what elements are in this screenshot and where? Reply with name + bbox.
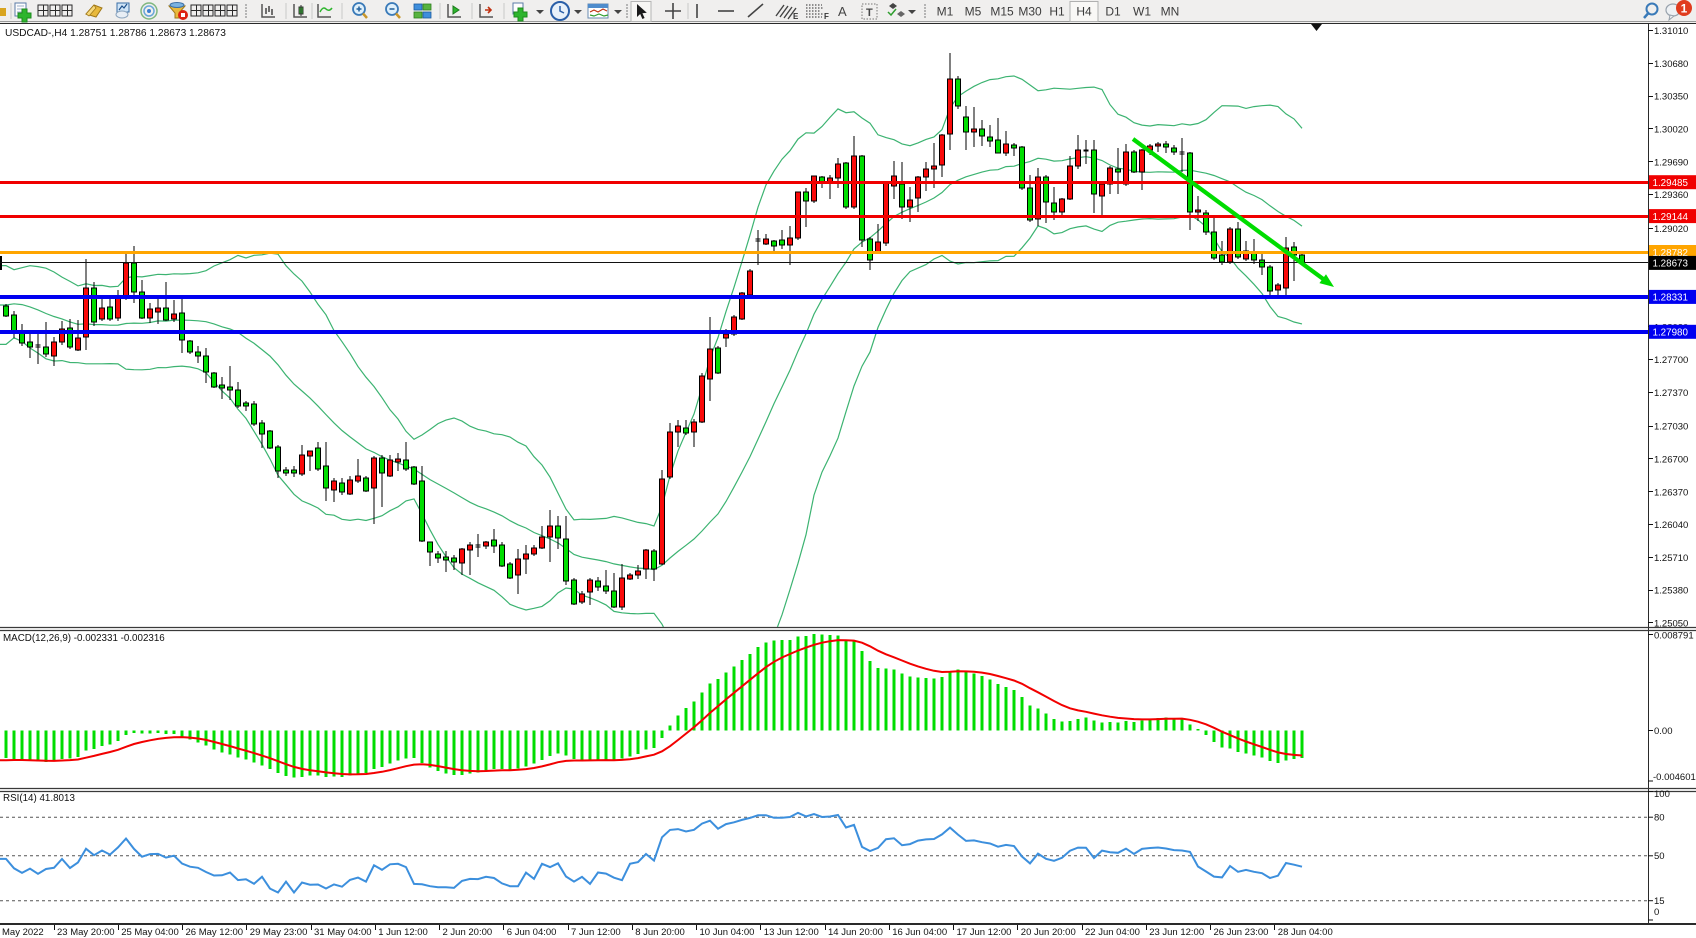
svg-text:1: 1 — [1681, 2, 1688, 16]
svg-text:1.25050: 1.25050 — [1654, 619, 1688, 630]
svg-text:1.25710: 1.25710 — [1654, 553, 1688, 564]
svg-text:MN: MN — [1161, 5, 1180, 19]
svg-text:0: 0 — [1654, 907, 1659, 918]
svg-text:1 Jun 12:00: 1 Jun 12:00 — [378, 927, 428, 938]
svg-text:-0.004601: -0.004601 — [1653, 772, 1696, 783]
svg-text:M1: M1 — [937, 5, 954, 19]
svg-text:15: 15 — [1654, 896, 1665, 907]
svg-text:MACD(12,26,9) -0.002331 -0.002: MACD(12,26,9) -0.002331 -0.002316 — [3, 633, 165, 644]
svg-text:1.30350: 1.30350 — [1654, 92, 1688, 103]
svg-text:1.27980: 1.27980 — [1653, 328, 1689, 339]
svg-text:1.25380: 1.25380 — [1654, 586, 1688, 597]
svg-text:20 Jun 20:00: 20 Jun 20:00 — [1021, 927, 1076, 938]
svg-text:1.26040: 1.26040 — [1654, 520, 1688, 531]
svg-text:1.28673: 1.28673 — [1653, 259, 1689, 270]
svg-text:1.31010: 1.31010 — [1654, 26, 1688, 37]
svg-text:17 Jun 12:00: 17 Jun 12:00 — [957, 927, 1012, 938]
svg-text:100: 100 — [1654, 789, 1670, 800]
svg-text:RSI(14) 41.8013: RSI(14) 41.8013 — [3, 793, 75, 804]
svg-text:28 Jun 04:00: 28 Jun 04:00 — [1278, 927, 1333, 938]
svg-text:29 May 23:00: 29 May 23:00 — [250, 927, 308, 938]
svg-text:A: A — [838, 4, 847, 19]
svg-text:1.27700: 1.27700 — [1654, 355, 1688, 366]
svg-text:2 Jun 20:00: 2 Jun 20:00 — [443, 927, 493, 938]
svg-text:23 May 20:00: 23 May 20:00 — [57, 927, 115, 938]
svg-text:USDCAD-,H4 1.28751 1.28786 1.: USDCAD-,H4 1.28751 1.28786 1.28673 1.286… — [5, 28, 226, 39]
svg-text:0.008791: 0.008791 — [1654, 631, 1694, 642]
svg-text:1.28782: 1.28782 — [1653, 248, 1688, 259]
svg-text:M5: M5 — [965, 5, 982, 19]
svg-text:31 May 04:00: 31 May 04:00 — [314, 927, 372, 938]
svg-text:6 Jun 04:00: 6 Jun 04:00 — [507, 927, 557, 938]
svg-text:M15: M15 — [990, 5, 1014, 19]
svg-text:1.29690: 1.29690 — [1654, 157, 1688, 168]
svg-text:26 May 12:00: 26 May 12:00 — [186, 927, 244, 938]
svg-text:D1: D1 — [1105, 5, 1121, 19]
svg-text:1.27370: 1.27370 — [1654, 388, 1688, 399]
svg-text:8 Jun 20:00: 8 Jun 20:00 — [635, 927, 685, 938]
svg-text:0.00: 0.00 — [1654, 726, 1673, 737]
svg-text:7 Jun 12:00: 7 Jun 12:00 — [571, 927, 621, 938]
svg-text:10 Jun 04:00: 10 Jun 04:00 — [700, 927, 755, 938]
svg-text:22 Jun 04:00: 22 Jun 04:00 — [1085, 927, 1140, 938]
svg-text:W1: W1 — [1133, 5, 1151, 19]
svg-text:25 May 04:00: 25 May 04:00 — [121, 927, 179, 938]
svg-text:1.29485: 1.29485 — [1653, 178, 1689, 189]
svg-text:M30: M30 — [1018, 5, 1042, 19]
svg-text:1.29360: 1.29360 — [1654, 190, 1688, 201]
svg-text:1.30020: 1.30020 — [1654, 125, 1688, 136]
svg-text:1.26370: 1.26370 — [1654, 487, 1688, 498]
svg-text:1.30680: 1.30680 — [1654, 59, 1688, 70]
svg-text:T: T — [866, 7, 873, 19]
svg-text:1.27030: 1.27030 — [1654, 422, 1688, 433]
svg-text:E: E — [793, 12, 799, 21]
svg-text:16 Jun 04:00: 16 Jun 04:00 — [892, 927, 947, 938]
svg-text:26 Jun 23:00: 26 Jun 23:00 — [1214, 927, 1269, 938]
svg-text:H1: H1 — [1049, 5, 1065, 19]
svg-text:23 Jun 12:00: 23 Jun 12:00 — [1149, 927, 1204, 938]
svg-text:1.29144: 1.29144 — [1653, 212, 1689, 223]
svg-text:13 Jun 12:00: 13 Jun 12:00 — [764, 927, 819, 938]
svg-text:H4: H4 — [1076, 5, 1092, 19]
svg-text:14 Jun 20:00: 14 Jun 20:00 — [828, 927, 883, 938]
svg-text:1.29020: 1.29020 — [1654, 224, 1688, 235]
svg-text:1.28331: 1.28331 — [1653, 293, 1688, 304]
svg-text:F: F — [824, 12, 829, 21]
svg-text:1.26700: 1.26700 — [1654, 455, 1688, 466]
svg-text:May 2022: May 2022 — [2, 927, 44, 938]
svg-text:80: 80 — [1654, 813, 1665, 824]
svg-text:50: 50 — [1654, 851, 1665, 862]
